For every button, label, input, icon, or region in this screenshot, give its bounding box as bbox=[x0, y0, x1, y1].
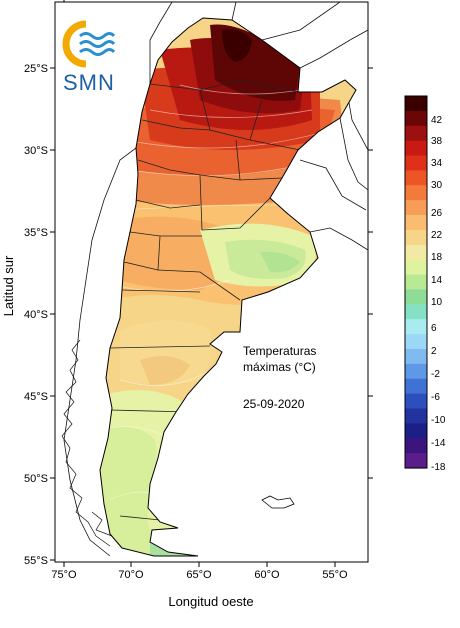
y-tick-label: 40°S bbox=[24, 309, 48, 321]
colorbar-swatch bbox=[405, 229, 427, 246]
colorbar-swatch bbox=[405, 96, 427, 112]
colorbar-swatch bbox=[405, 423, 427, 439]
colorbar-label: 34 bbox=[431, 158, 443, 169]
colorbar-swatch bbox=[405, 170, 427, 186]
colorbar-labels: 42 38 34 30 26 22 18 14 10 6 2 -2 -6 -10… bbox=[431, 115, 446, 473]
colorbar-swatch bbox=[405, 334, 427, 350]
colorbar-swatch bbox=[405, 408, 427, 424]
y-tick-label: 45°S bbox=[24, 391, 48, 403]
colorbar-label: 38 bbox=[431, 136, 443, 147]
y-axis-title: Latitud sur bbox=[1, 255, 16, 316]
colorbar-swatch bbox=[405, 215, 427, 231]
smn-logo-text: SMN bbox=[63, 70, 115, 95]
colorbar: 42 38 34 30 26 22 18 14 10 6 2 -2 -6 -10… bbox=[404, 95, 446, 473]
colorbar-swatch bbox=[405, 289, 427, 305]
colorbar-swatch bbox=[405, 140, 427, 157]
colorbar-swatch bbox=[405, 453, 427, 469]
x-tick-labels: 75°O 70°O 65°O 60°O 55°O bbox=[51, 569, 348, 581]
colorbar-label: 14 bbox=[431, 275, 443, 286]
colorbar-label: 30 bbox=[431, 180, 443, 191]
y-tick-label: 35°S bbox=[24, 227, 48, 239]
x-tick-label: 60°O bbox=[254, 569, 280, 581]
x-tick-label: 55°O bbox=[322, 569, 348, 581]
x-axis-title: Longitud oeste bbox=[168, 594, 253, 609]
annotation-title-line1: Temperaturas bbox=[243, 344, 316, 358]
y-tick-labels: 25°S 30°S 35°S 40°S 45°S 50°S 55°S bbox=[24, 63, 48, 567]
y-tick-label: 25°S bbox=[24, 63, 48, 75]
colorbar-label: 42 bbox=[431, 115, 443, 126]
colorbar-label: -10 bbox=[431, 415, 446, 426]
annotation-title-line2: máximas (°C) bbox=[243, 360, 316, 374]
colorbar-swatch bbox=[405, 393, 427, 410]
colorbar-swatch bbox=[405, 200, 427, 216]
x-tick-label: 75°O bbox=[51, 569, 77, 581]
argentina-outline bbox=[99, 17, 357, 557]
y-tick-label: 30°S bbox=[24, 145, 48, 157]
colorbar-swatch bbox=[405, 110, 427, 127]
colorbar-swatch bbox=[405, 363, 427, 380]
x-tick-label: 70°O bbox=[118, 569, 144, 581]
smn-logo: SMN bbox=[62, 20, 116, 95]
map-annotation: Temperaturas máximas (°C) 25-09-2020 bbox=[243, 344, 316, 411]
colorbar-label: -18 bbox=[431, 462, 446, 473]
x-tick-label: 65°O bbox=[186, 569, 212, 581]
y-tick-label: 50°S bbox=[24, 473, 48, 485]
colorbar-swatch bbox=[405, 185, 427, 201]
colorbar-swatch bbox=[405, 378, 427, 395]
colorbar-label: 18 bbox=[431, 252, 443, 263]
colorbar-label: -2 bbox=[431, 369, 440, 380]
colorbar-swatch bbox=[405, 155, 427, 171]
colorbar-swatch bbox=[405, 304, 427, 320]
malvinas-islands bbox=[261, 495, 295, 509]
colorbar-swatch bbox=[405, 319, 427, 335]
smn-logo-icon bbox=[62, 20, 116, 68]
colorbar-label: -6 bbox=[431, 392, 440, 403]
chile-coast bbox=[61, 339, 113, 547]
colorbar-swatch bbox=[405, 438, 427, 454]
colorbar-label: 26 bbox=[431, 208, 443, 219]
colorbar-swatch bbox=[405, 274, 427, 291]
colorbar-swatch bbox=[405, 244, 427, 261]
province-borders bbox=[109, 79, 301, 521]
y-tick-label: 55°S bbox=[24, 555, 48, 567]
colorbar-label: -14 bbox=[431, 438, 446, 449]
colorbar-swatches bbox=[405, 96, 427, 469]
colorbar-label: 10 bbox=[431, 297, 443, 308]
colorbar-label: 2 bbox=[431, 346, 437, 357]
colorbar-label: 22 bbox=[431, 230, 443, 241]
axis-ticks bbox=[50, 0, 373, 567]
annotation-date: 25-09-2020 bbox=[243, 397, 305, 411]
colorbar-swatch bbox=[405, 348, 427, 365]
colorbar-swatch bbox=[405, 125, 427, 142]
colorbar-swatch bbox=[405, 259, 427, 276]
colorbar-label: 6 bbox=[431, 323, 437, 334]
